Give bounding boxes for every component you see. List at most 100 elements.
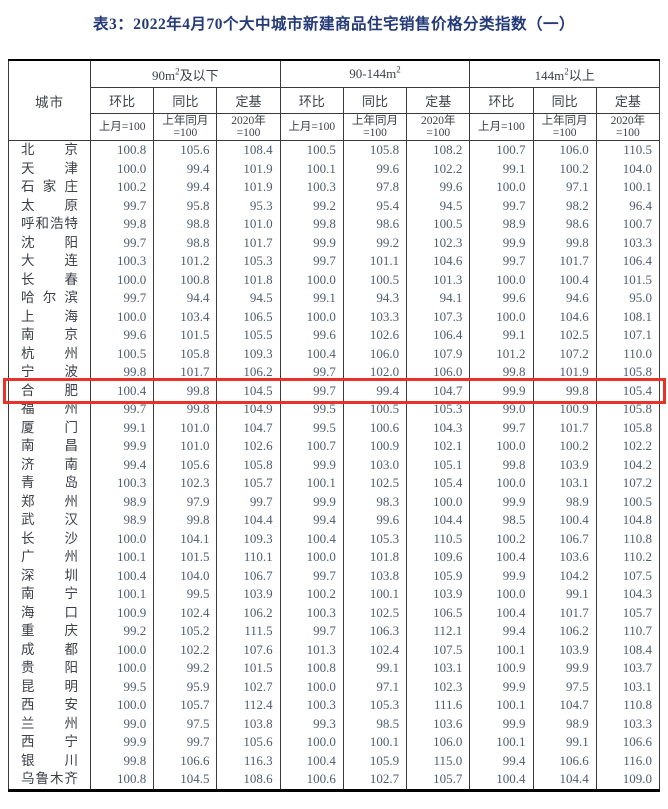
value-cell: 100.0 [469,437,534,456]
value-cell: 103.0 [342,455,408,474]
value-cell: 99.9 [279,455,344,474]
city-cell: 西安 [8,696,91,715]
value-cell: 100.1 [595,178,661,197]
value-cell: 101.7 [153,363,218,382]
value-cell: 99.8 [153,381,218,400]
value-cell: 100.8 [153,270,218,289]
city-cell: 海口 [8,603,91,622]
table-row: 南昌 99.9 101.0 102.6 100.7 100.9 102.1 100.0 100.… [8,437,661,456]
table-row: 石家庄 100.2 99.4 101.9 100.3 97.8 99.6 100.0 97.1 1… [8,178,661,197]
value-cell: 99.7 [153,733,218,752]
value-cell: 110.2 [595,548,661,567]
value-cell: 100.5 [406,215,471,234]
group-header-over-144: 144m2以上 [469,59,660,88]
city-cell: 西宁 [8,733,91,752]
table-row: 郑州 98.9 97.9 99.7 99.9 98.3 100.0 99.9 98.9 100.5 [8,492,661,511]
value-cell: 106.2 [216,363,281,382]
sub-header-yoy: 同比 [153,87,218,114]
value-cell: 100.1 [279,474,344,493]
table-row: 银川 99.8 106.6 116.3 100.4 105.9 115.0 99.4 106.6… [8,751,661,770]
table-row: 呼和浩特 99.8 98.8 101.0 99.8 98.6 100.5 98.9 98.6 10… [8,215,661,234]
value-cell: 110.1 [216,548,281,567]
group-header-90-144: 90-144m2 [279,59,471,88]
base-header-prev-month: 上月=100 [89,113,155,141]
value-cell: 100.4 [279,751,344,770]
value-cell: 100.6 [342,418,408,437]
value-cell: 99.5 [153,585,218,604]
value-cell: 99.4 [342,381,408,400]
base-header-prev-year: 上年同月 =100 [153,113,218,141]
value-cell: 100.9 [469,659,534,678]
value-cell: 103.1 [595,677,661,696]
value-cell: 100.0 [469,585,534,604]
value-cell: 99.9 [279,233,344,252]
value-cell: 99.9 [469,714,534,733]
table-row: 大连 100.3 101.2 105.3 99.7 101.1 104.6 99.7 101.7… [8,252,661,271]
header-base-row: 上月=100 上年同月 =100 2020年 =100 上月=100 上年同月 … [9,113,661,141]
value-cell: 103.1 [406,659,471,678]
value-cell: 99.9 [469,381,534,400]
value-cell: 102.2 [153,640,218,659]
value-cell: 105.6 [216,733,281,752]
value-cell: 103.6 [406,714,471,733]
value-cell: 99.4 [469,622,534,641]
value-cell: 106.0 [406,363,471,382]
value-cell: 99.7 [469,196,534,215]
value-cell: 98.5 [342,714,408,733]
value-cell: 97.1 [342,677,408,696]
value-cell: 99.3 [279,714,344,733]
value-cell: 99.6 [342,511,408,530]
value-cell: 102.4 [153,603,218,622]
value-cell: 104.5 [216,381,281,400]
value-cell: 100.4 [532,270,597,289]
table-row: 武汉 98.9 99.8 104.4 99.4 99.6 104.4 98.5 100.4 104… [8,511,661,530]
value-cell: 104.7 [406,381,471,400]
value-cell: 107.2 [532,344,597,363]
city-cell: 南宁 [8,585,91,604]
value-cell: 104.9 [216,400,281,419]
city-cell: 济南 [8,455,91,474]
value-cell: 100.3 [279,696,344,715]
value-cell: 100.0 [469,270,534,289]
value-cell: 99.6 [342,159,408,178]
city-cell: 成都 [8,640,91,659]
city-cell: 太原 [8,196,91,215]
table-row: 厦门 99.1 101.0 104.7 99.5 100.6 104.3 99.7 101.7 1… [8,418,661,437]
value-cell: 101.7 [532,603,597,622]
value-cell: 103.3 [342,307,408,326]
base-header-prev-month: 上月=100 [469,113,534,141]
value-cell: 105.3 [406,400,471,419]
value-cell: 100.4 [279,529,344,548]
city-cell: 乌鲁木齐 [8,770,91,790]
value-cell: 106.0 [532,140,597,160]
value-cell: 100.3 [279,178,344,197]
value-cell: 101.5 [595,270,661,289]
value-cell: 99.8 [153,511,218,530]
value-cell: 100.0 [279,733,344,752]
value-cell: 102.2 [595,437,661,456]
value-cell: 100.2 [469,529,534,548]
city-cell: 杭州 [8,344,91,363]
table-header: 城市 90m2及以下 90-144m2 144m2以上 环比 同比 定基 环比 … [8,59,661,141]
table-row: 太原 99.7 95.8 95.3 99.2 95.4 94.5 99.7 98.2 96.4 [8,196,661,215]
sub-header-fixed: 定基 [406,87,471,114]
value-cell: 98.5 [469,511,534,530]
city-cell: 呼和浩特 [8,215,91,234]
value-cell: 112.1 [406,622,471,641]
value-cell: 99.4 [153,159,218,178]
value-cell: 98.9 [532,492,597,511]
value-cell: 100.0 [469,474,534,493]
value-cell: 115.0 [406,751,471,770]
value-cell: 99.5 [89,677,155,696]
city-cell: 长沙 [8,529,91,548]
value-cell: 97.9 [153,492,218,511]
value-cell: 102.7 [342,770,408,790]
value-cell: 100.4 [279,344,344,363]
value-cell: 97.8 [342,178,408,197]
sub-header-fixed: 定基 [595,87,661,114]
table-row: 长沙 100.0 104.1 109.3 100.4 105.3 110.5 100.2 106… [8,529,661,548]
value-cell: 100.1 [342,585,408,604]
city-cell: 石家庄 [8,178,91,197]
header-group-row: 城市 90m2及以下 90-144m2 144m2以上 [8,59,660,141]
value-cell: 99.7 [469,418,534,437]
